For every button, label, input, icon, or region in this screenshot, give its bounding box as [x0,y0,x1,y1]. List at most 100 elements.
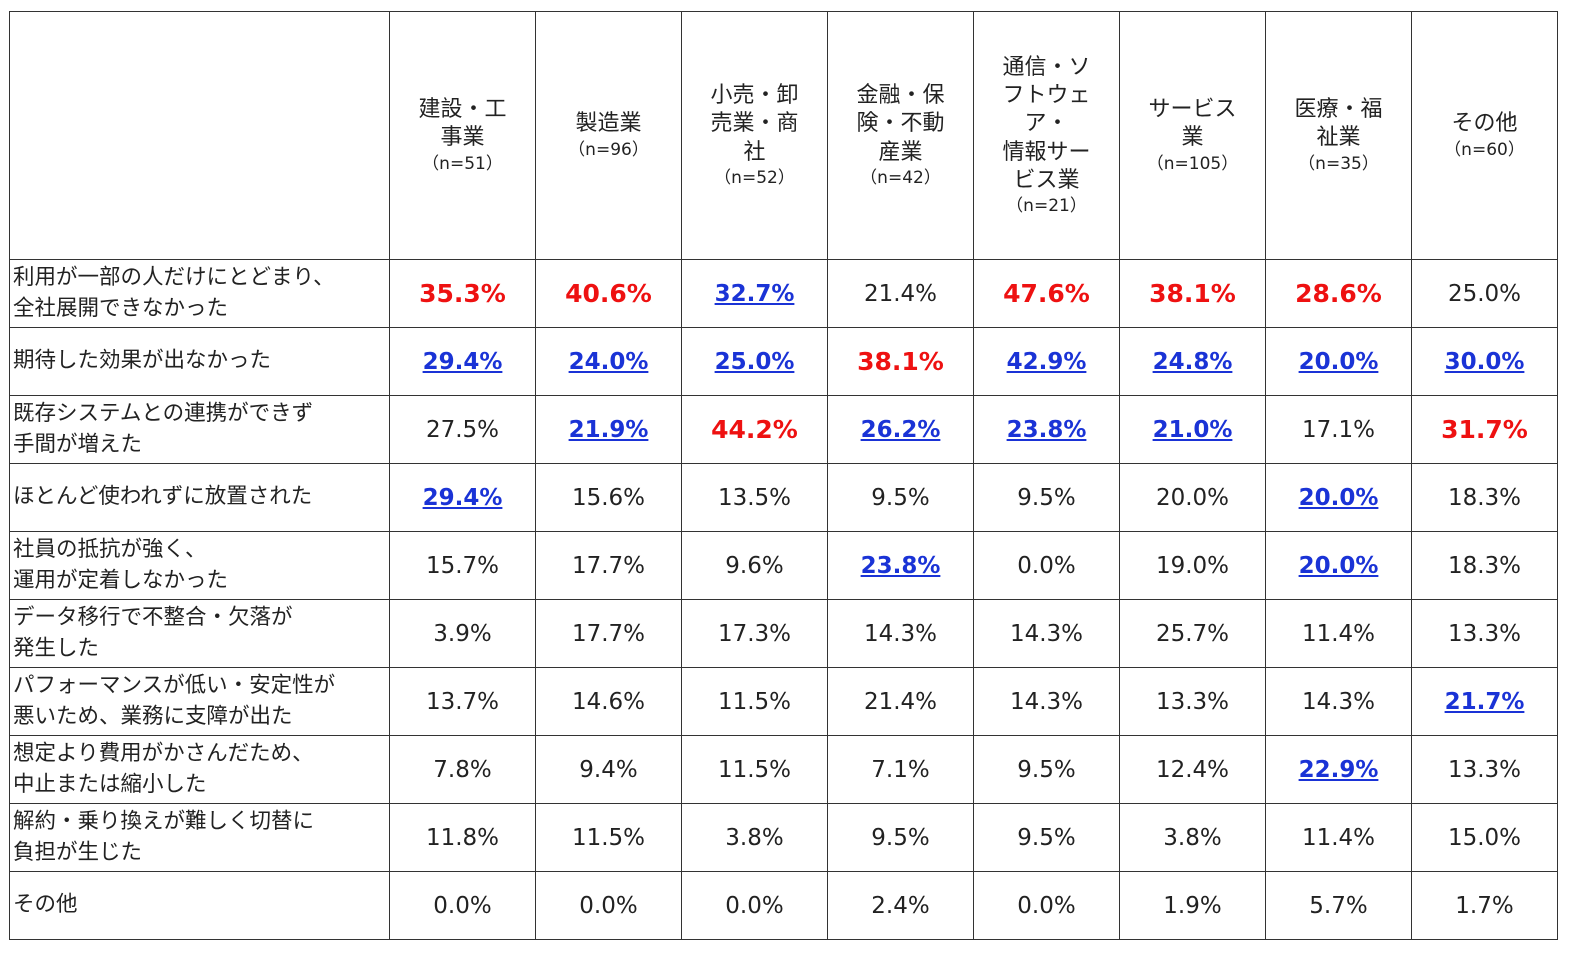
cell-value: 9.5% [1017,756,1076,783]
data-cell: 31.7% [1411,395,1558,464]
row-label: 社員の抵抗が強く、 運用が定着しなかった [9,531,390,600]
data-cell: 20.0% [1119,463,1266,532]
data-cell: 7.1% [827,735,974,804]
column-header: その他 （n=60） [1411,11,1558,260]
row-label: 想定より費用がかさんだため、 中止または縮小した [9,735,390,804]
data-cell: 22.9% [1265,735,1412,804]
row-label-line: 悪いため、業務に支障が出た [13,703,293,729]
data-cell: 3.9% [389,599,536,668]
table-body: 利用が一部の人だけにとどまり、 全社展開できなかった 35.3% 40.6% 32.7%… [9,259,1558,940]
cell-value: 14.3% [1009,688,1084,715]
cell-value: 3.9% [433,620,492,647]
data-cell: 5.7% [1265,871,1412,940]
column-header: 金融・保 険・不動 産業 （n=42） [827,11,974,260]
cell-value: 25.0% [1447,280,1522,307]
row-label-line: 想定より費用がかさんだため、 [13,741,314,767]
data-cell: 9.5% [973,463,1120,532]
data-cell: 25.7% [1119,599,1266,668]
data-cell: 44.2% [681,395,828,464]
cell-value: 9.5% [871,824,930,851]
data-cell: 0.0% [973,871,1120,940]
data-cell: 20.0% [1265,531,1412,600]
table-row: その他 0.0% 0.0% 0.0% 2.4% 0.0% 1.9% 5.7% 1.7% [9,871,1558,940]
data-cell: 24.8% [1119,327,1266,396]
cell-value: 11.5% [717,688,792,715]
cell-value: 24.8% [1152,348,1233,375]
cell-value: 1.7% [1455,892,1514,919]
column-header-label: 情報サー [1002,139,1091,165]
cell-value: 13.5% [717,484,792,511]
cell-value: 14.3% [863,620,938,647]
data-cell: 35.3% [389,259,536,328]
row-label-line: データ移行で不整合・欠落が [13,605,293,631]
data-cell: 15.0% [1411,803,1558,872]
cell-value: 14.6% [571,688,646,715]
cell-value: 23.8% [1006,416,1087,443]
results-table: 建設・工 事業 （n=51） 製造業 （n=96） 小売・卸 売業・商社（n=52） 金融・保… [9,11,1558,940]
cell-value: 11.5% [717,756,792,783]
column-sample-size: （n=51） [422,153,503,174]
data-cell: 21.9% [535,395,682,464]
data-cell: 18.3% [1411,531,1558,600]
cell-value: 17.3% [717,620,792,647]
data-cell: 9.4% [535,735,682,804]
data-cell: 25.0% [1411,259,1558,328]
table-row: 既存システムとの連携ができず 手間が増えた 27.5% 21.9% 44.2% 26.2%… [9,395,1558,464]
row-label-line: 中止または縮小した [13,771,207,797]
data-cell: 18.3% [1411,463,1558,532]
data-cell: 27.5% [389,395,536,464]
data-cell: 14.3% [1265,667,1412,736]
cell-value: 14.3% [1301,688,1376,715]
table-row: パフォーマンスが低い・安定性が 悪いため、業務に支障が出た 13.7% 14.6% 11… [9,667,1558,736]
data-cell: 26.2% [827,395,974,464]
row-label-line: 運用が定着しなかった [13,567,229,593]
cell-value: 20.0% [1298,348,1379,375]
row-label: 解約・乗り換えが難しく切替に 負担が生じた [9,803,390,872]
cell-value: 32.7% [714,280,795,307]
data-cell: 0.0% [973,531,1120,600]
row-label-line: 手間が増えた [13,431,143,457]
table-row: 想定より費用がかさんだため、 中止または縮小した 7.8% 9.4% 11.5% 7.1%… [9,735,1558,804]
data-cell: 20.0% [1265,463,1412,532]
data-cell: 11.5% [535,803,682,872]
data-cell: 38.1% [827,327,974,396]
table-row: データ移行で不整合・欠落が 発生した 3.9% 17.7% 17.3% 14.3% 14.3… [9,599,1558,668]
column-header: 通信・ソ フトウェ ア・ 情報サー ビス業 （n=21） [973,11,1120,260]
data-cell: 9.5% [973,803,1120,872]
table-row: 利用が一部の人だけにとどまり、 全社展開できなかった 35.3% 40.6% 32.7%… [9,259,1558,328]
row-label-line: ほとんど使われずに放置された [13,484,313,510]
data-cell: 20.0% [1265,327,1412,396]
row-label-line: 解約・乗り換えが難しく切替に [13,809,315,835]
column-header: サービス業（n=105） [1119,11,1266,260]
cell-value: 11.4% [1301,620,1376,647]
column-header: 小売・卸 売業・商社（n=52） [681,11,828,260]
data-cell: 14.3% [973,599,1120,668]
cell-value: 11.4% [1301,824,1376,851]
data-cell: 21.0% [1119,395,1266,464]
data-cell: 7.8% [389,735,536,804]
data-cell: 13.7% [389,667,536,736]
row-label: 期待した効果が出なかった [9,327,390,396]
cell-value: 13.7% [425,688,500,715]
cell-value: 30.0% [1444,348,1525,375]
data-cell: 17.3% [681,599,828,668]
data-cell: 23.8% [827,531,974,600]
cell-value: 29.4% [422,348,503,375]
column-header-label: 険・不動 [856,111,945,137]
row-label-line: 全社展開できなかった [13,295,229,321]
cell-value: 17.7% [571,552,646,579]
cell-value: 9.4% [579,756,638,783]
cell-value: 20.0% [1155,484,1230,511]
column-header-label: 産業 [878,139,923,165]
row-label: その他 [9,871,390,940]
table-row: 社員の抵抗が強く、 運用が定着しなかった 15.7% 17.7% 9.6% 23.8% 0.… [9,531,1558,600]
cell-value: 25.7% [1155,620,1230,647]
row-label-line: 発生した [13,635,100,661]
data-cell: 9.5% [827,803,974,872]
data-cell: 47.6% [973,259,1120,328]
data-cell: 15.6% [535,463,682,532]
data-cell: 11.5% [681,667,828,736]
header-row: 建設・工 事業 （n=51） 製造業 （n=96） 小売・卸 売業・商社（n=52） 金融・保… [9,11,1558,260]
row-label-line: 社員の抵抗が強く、 [13,537,207,563]
data-cell: 30.0% [1411,327,1558,396]
